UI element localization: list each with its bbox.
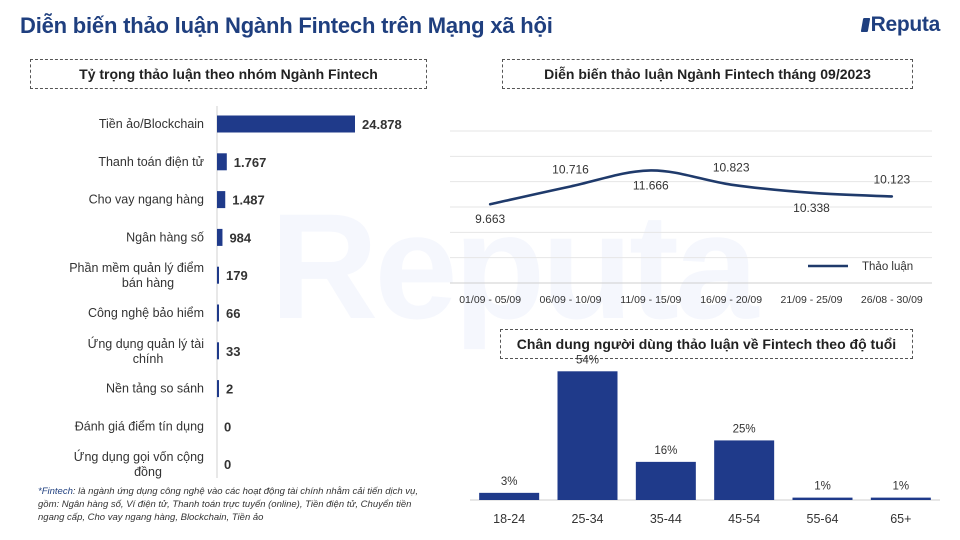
page-title: Diễn biến thảo luận Ngành Fintech trên M…: [20, 13, 553, 38]
hbar-value-label: 1.767: [234, 155, 267, 170]
line-x-tick-label: 11/09 - 15/09: [620, 294, 681, 306]
vbar-value-label: 16%: [654, 445, 677, 457]
vbar: [635, 461, 696, 500]
hbar-category-label: Cho vay ngang hàng: [89, 193, 204, 207]
vbar-category-label: 25-34: [572, 512, 604, 526]
hbar-category-label: Ứng dụng quản lý tài chính: [88, 336, 204, 366]
bottom-right-panel-title: Chân dung người dùng thảo luận về Fintec…: [500, 329, 913, 359]
vbar-category-label: 18-24: [493, 512, 525, 526]
vbar-category-label: 55-64: [807, 512, 839, 526]
hbar-value-label: 984: [229, 230, 251, 245]
hbar-category-label: Ngân hàng số: [126, 230, 204, 244]
brand-logo: Reputa: [860, 13, 941, 37]
hbar-value-label: 1.487: [232, 193, 265, 208]
hbar-value-label: 24.878: [362, 117, 402, 132]
vbar: [714, 440, 775, 500]
line-data-label: 11.666: [633, 178, 669, 192]
hbar-value-label: 0: [224, 419, 231, 434]
line-x-tick-label: 06/09 - 10/09: [540, 294, 602, 306]
vbar-category-label: 65+: [890, 512, 911, 526]
hbar: [217, 380, 219, 398]
vbar: [870, 497, 931, 500]
vbar: [479, 492, 540, 500]
hbar: [217, 342, 219, 360]
line-series-thao-luan: [488, 169, 894, 206]
vbar-value-label: 1%: [893, 481, 910, 493]
hbar-value-label: 2: [226, 382, 233, 397]
hbar-value-label: 66: [226, 306, 240, 321]
hbar-category-label: Thanh toán điện tử: [98, 155, 204, 169]
line-data-label: 10.338: [793, 201, 830, 215]
line-x-tick-label: 26/08 - 30/09: [861, 294, 923, 306]
hbar: [217, 228, 223, 246]
line-data-label: 10.823: [713, 161, 750, 175]
vbar: [792, 497, 853, 500]
line-x-tick-label: 16/09 - 20/09: [700, 294, 762, 306]
top-right-panel-title: Diễn biến thảo luận Ngành Fintech tháng …: [502, 59, 913, 89]
hbar: [217, 304, 219, 322]
line-data-label: 10.716: [552, 162, 589, 176]
line-data-label: 9.663: [475, 212, 505, 226]
hbar-value-label: 179: [226, 268, 248, 283]
vbar-value-label: 25%: [733, 423, 756, 435]
hbar-category-label: Nền tảng so sánh: [106, 382, 204, 396]
vbar-category-label: 35-44: [650, 512, 682, 526]
vbar: [557, 371, 618, 500]
footnote-mark: *Fintech: [38, 486, 73, 497]
hbar: [217, 153, 227, 171]
hbar: [217, 191, 226, 209]
line-x-tick-label: 21/09 - 25/09: [781, 294, 843, 306]
legend-label: Thảo luận: [862, 261, 913, 273]
footnote-text: : là ngành ứng dụng công nghệ vào các ho…: [38, 486, 418, 524]
hbar-category-label: Đánh giá điểm tín dụng: [75, 419, 204, 433]
vbar-value-label: 1%: [814, 481, 831, 493]
hbar-value-label: 0: [224, 457, 231, 472]
hbar-value-label: 33: [226, 344, 240, 359]
line-data-label: 10.123: [873, 172, 910, 186]
left-panel-title: Tỷ trọng thảo luận theo nhóm Ngành Finte…: [30, 59, 427, 89]
hbar-category-label: Công nghệ bảo hiểm: [88, 306, 204, 320]
logo-text: Reputa: [870, 13, 941, 36]
hbar-category-label: Phần mềm quản lý điểm bán hàng: [69, 261, 204, 290]
hbar: [217, 115, 355, 133]
hbar: [217, 266, 219, 284]
vbar-value-label: 3%: [501, 476, 518, 488]
vbar-value-label: 54%: [576, 354, 599, 366]
hbar-category-label: Ứng dụng gọi vốn cộng đồng: [74, 449, 204, 479]
footnote: *Fintech: là ngành ứng dụng công nghệ và…: [38, 485, 426, 524]
hbar-category-label: Tiền ảo/Blockchain: [99, 117, 204, 131]
line-x-tick-label: 01/09 - 05/09: [459, 294, 521, 306]
vbar-category-label: 45-54: [728, 512, 760, 526]
